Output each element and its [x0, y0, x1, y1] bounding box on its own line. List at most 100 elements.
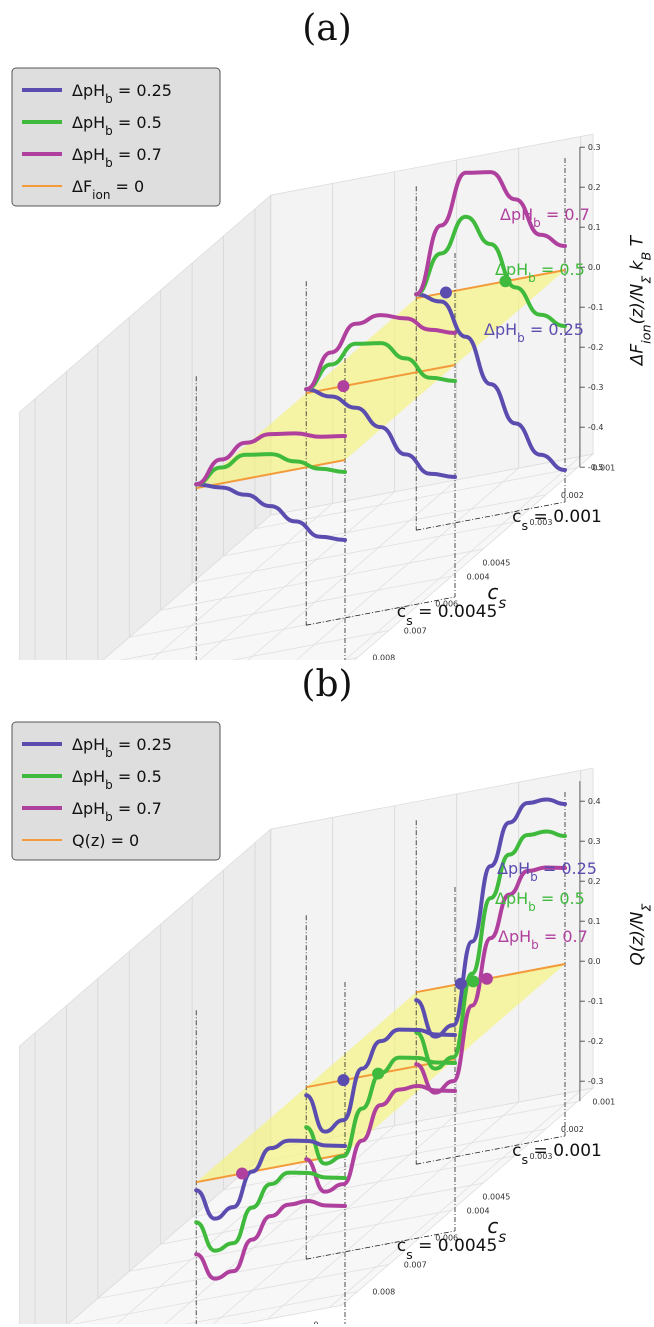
plot-area-a: 0.30.20.10.0-0.1-0.2-0.3-0.4-0.505010015…	[18, 133, 654, 660]
series-line-a-4	[304, 341, 458, 392]
grid-line	[223, 494, 547, 557]
cs-plane-label: cs = 0.0045	[397, 1236, 498, 1263]
chart-a: 0.30.20.10.0-0.1-0.2-0.3-0.4-0.505010015…	[11, 8, 654, 660]
legend-b: ΔpHb = 0.25 ΔpHb = 0.5 ΔpHb = 0.7 Q(z) = 0	[11, 721, 221, 861]
panel-label: (a)	[302, 8, 352, 49]
chart-panel-a: 0.30.20.10.0-0.1-0.2-0.3-0.4-0.505010015…	[0, 0, 654, 660]
series-line-b-1	[414, 829, 567, 1071]
legend-box	[11, 721, 221, 861]
cs-tick-label: 0.003	[530, 518, 553, 527]
cs-plane-label: cs = 0.001	[512, 1141, 602, 1168]
series-line-a-3	[304, 387, 458, 479]
cs-tick-label: 0.008	[372, 654, 395, 660]
zero-crossing-marker	[337, 380, 350, 393]
grid-line	[160, 1182, 484, 1245]
zero-crossing-marker	[454, 977, 467, 990]
value-axis-label: ΔFion(z)/NΣ kB T	[628, 234, 654, 367]
cs-tick-label: 0.0045	[482, 1193, 510, 1202]
cs-plane-label: cs = 0.001	[512, 507, 602, 534]
value-tick-label: 0.3	[588, 143, 601, 152]
series-label-a-2: ΔpHb = 0.25	[484, 320, 584, 345]
grid-line	[295, 467, 519, 660]
grid-line	[160, 548, 484, 611]
series-line-a-0	[414, 292, 567, 472]
series-line-a-2	[414, 170, 567, 297]
zero-crossing-marker	[236, 1167, 249, 1180]
value-tick-label: 0.0	[588, 957, 601, 966]
cs-axis-label: cs	[487, 580, 506, 612]
series-line-b-5	[304, 1084, 458, 1194]
cs-tick-label: 0.007	[404, 627, 427, 636]
value-tick-label: -0.4	[588, 423, 604, 432]
series-line-a-5	[304, 313, 458, 392]
cs-tick-label: 0.002	[561, 491, 584, 500]
zero-crossing-marker	[467, 975, 480, 988]
value-tick-label: -0.3	[588, 1077, 604, 1086]
value-tick-label: -0.1	[588, 997, 604, 1006]
zero-crossing-marker	[439, 286, 452, 299]
grid-line	[247, 479, 457, 660]
chart-b: 0.40.30.20.10.0-0.1-0.2-0.30501001502000…	[11, 664, 654, 1324]
legend-label: ΔpHb = 0.25	[72, 735, 172, 760]
value-tick-label: 0.3	[588, 837, 601, 846]
cs-tick-label: 0.007	[404, 1261, 427, 1270]
series-line-a-8	[194, 431, 348, 487]
grid-line	[199, 491, 395, 660]
legend-label: ΔpHb = 0.7	[72, 799, 162, 824]
chart-panel-b: 0.40.30.20.10.0-0.1-0.2-0.30501001502000…	[0, 664, 654, 1324]
zero-crossing-marker	[337, 1074, 350, 1087]
series-label-a-1: ΔpHb = 0.5	[495, 260, 585, 285]
value-tick-label: -0.1	[588, 303, 604, 312]
grid-line	[192, 1155, 515, 1218]
legend-a: ΔpHb = 0.25 ΔpHb = 0.5 ΔpHb = 0.7 ΔFion = 0	[11, 67, 221, 207]
series-line-b-3	[304, 1027, 458, 1134]
legend-box	[11, 67, 221, 207]
cs-tick-label: 0.002	[561, 1125, 584, 1134]
legend-label: ΔpHb = 0.5	[72, 113, 162, 138]
cs-tick-label: 0.008	[372, 1288, 395, 1297]
grid-line	[102, 514, 271, 660]
legend-label: ΔFion = 0	[72, 177, 144, 202]
value-tick-label: 0.4	[588, 797, 601, 806]
cs-tick-label: 0.001	[592, 464, 615, 473]
grid-line	[72, 1264, 389, 1324]
panel-label: (b)	[301, 664, 352, 705]
value-axis-label: Q(z)/NΣ	[628, 903, 654, 966]
grid-line	[129, 1209, 452, 1272]
zero-crossing-marker	[499, 275, 512, 288]
value-tick-label: -0.5	[588, 463, 604, 472]
cs-tick-label: 0.001	[592, 1098, 615, 1107]
series-line-a-7	[194, 452, 348, 487]
series-label-b-1: ΔpHb = 0.5	[495, 889, 585, 914]
value-tick-label: -0.3	[588, 383, 604, 392]
series-label-b-2: ΔpHb = 0.7	[498, 927, 588, 952]
cs-axis-label: cs	[487, 1214, 506, 1246]
series-label-b-0: ΔpHb = 0.25	[497, 859, 597, 884]
value-tick-label: -0.2	[588, 1037, 604, 1046]
cs-tick-label: 0.004	[467, 1206, 490, 1215]
legend-label: ΔpHb = 0.25	[72, 81, 172, 106]
series-label-a-0: ΔpHb = 0.7	[500, 205, 590, 230]
cs-tick-label: 0.003	[530, 1152, 553, 1161]
value-tick-label: 0.2	[588, 877, 601, 886]
cs-tick-label: 0.006	[435, 599, 458, 608]
cs-plane-label: cs = 0.0045	[397, 602, 498, 629]
grid-line	[150, 503, 333, 660]
series-line-b-6	[194, 1138, 348, 1221]
z-tick-label: 0	[313, 1321, 318, 1324]
cs-tick-label: 0.0045	[482, 559, 510, 568]
series-line-a-1	[414, 214, 567, 328]
value-tick-label: 0.0	[588, 263, 601, 272]
grid-line	[67, 1148, 271, 1324]
zero-crossing-marker	[480, 972, 493, 985]
zero-line	[306, 364, 456, 395]
series-line-b-7	[194, 1170, 348, 1253]
cs-tick-label: 0.006	[435, 1233, 458, 1242]
series-line-b-8	[194, 1199, 348, 1281]
plot-area-b: 0.40.30.20.10.0-0.1-0.2-0.30501001502000…	[18, 767, 654, 1324]
value-tick-label: 0.1	[588, 917, 601, 926]
zero-crossing-marker	[372, 1067, 385, 1080]
legend-label: ΔpHb = 0.5	[72, 767, 162, 792]
series-line-a-6	[194, 482, 348, 542]
grid-line	[129, 575, 452, 638]
